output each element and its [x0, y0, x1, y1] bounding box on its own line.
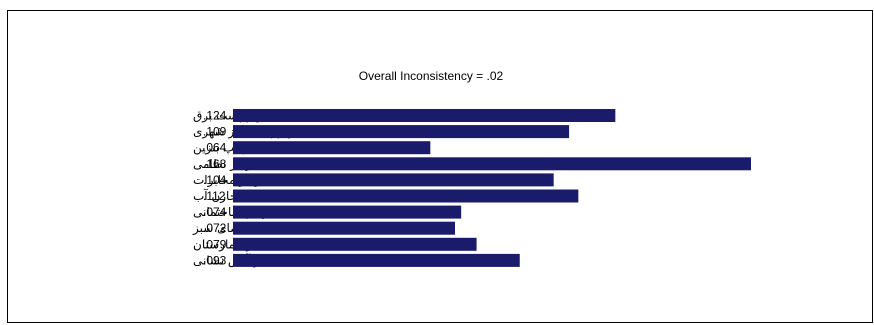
- bar: [233, 237, 477, 251]
- value-label: .168: [203, 157, 227, 171]
- value-label: .074: [203, 205, 227, 219]
- bar: [233, 157, 751, 171]
- value-label: .079: [203, 237, 227, 251]
- bar: [233, 221, 455, 235]
- category-label: مخازن آب: [193, 188, 244, 204]
- bar: [233, 109, 616, 122]
- value-label: .072: [203, 221, 227, 235]
- value-label: .124: [203, 109, 227, 123]
- value-label: .104: [203, 173, 227, 187]
- category-label: فضای سبز: [192, 221, 246, 236]
- category-label: پمپ بنزین: [193, 141, 245, 156]
- bar: [233, 253, 520, 267]
- value-label: .093: [203, 253, 227, 267]
- bar: [233, 189, 579, 203]
- value-label: .064: [203, 141, 227, 155]
- value-label: .109: [203, 125, 227, 139]
- bar: [233, 141, 431, 155]
- value-label: .112: [203, 189, 226, 203]
- bar: [233, 173, 554, 187]
- bar: [233, 125, 570, 139]
- chart-title: Overall Inconsistency = .02: [358, 69, 504, 83]
- bar: [233, 205, 462, 219]
